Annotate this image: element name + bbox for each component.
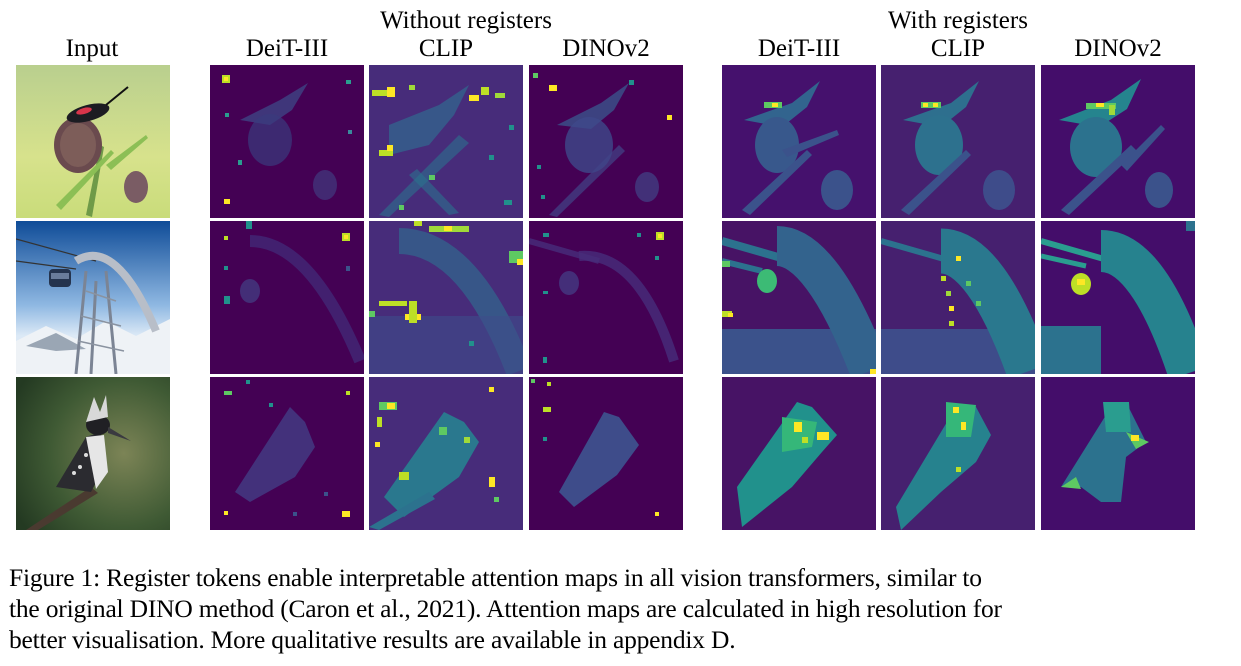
attention-map-with-deit3-cable-car [722, 221, 876, 374]
column-label-with-clip: CLIP [930, 35, 986, 62]
column-label-without-dinov2: DINOv2 [562, 35, 650, 62]
attention-map-without-dinov2-moth [529, 65, 683, 218]
column-label-with-dinov2: DINOv2 [1074, 35, 1162, 62]
attention-map-with-deit3-kingfisher [722, 377, 876, 530]
input-image-kingfisher [16, 377, 170, 530]
attention-map-without-deit3-moth [210, 65, 364, 218]
attention-map-without-dinov2-kingfisher [529, 377, 683, 530]
attention-map-with-clip-moth [881, 65, 1035, 218]
group-title-without-registers: Without registers [380, 7, 552, 34]
attention-map-without-deit3-kingfisher [210, 377, 364, 530]
attention-map-without-clip-cable-car [369, 221, 523, 374]
attention-map-with-dinov2-kingfisher [1041, 377, 1195, 530]
attention-map-without-clip-kingfisher [369, 377, 523, 530]
attention-map-without-deit3-cable-car [210, 221, 364, 374]
caption-line-2: the original DINO method (Caron et al., … [9, 594, 1002, 623]
attention-map-with-clip-kingfisher [881, 377, 1035, 530]
attention-map-without-clip-moth [369, 65, 523, 218]
attention-map-with-deit3-moth [722, 65, 876, 218]
column-label-input: Input [65, 35, 119, 62]
input-image-cable-car [16, 221, 170, 374]
column-label-without-deit3: DeiT-III [245, 35, 329, 62]
input-image-moth [16, 65, 170, 218]
group-title-with-registers: With registers [888, 7, 1028, 34]
column-label-with-deit3: DeiT-III [757, 35, 841, 62]
attention-map-with-dinov2-cable-car [1041, 221, 1195, 374]
figure-caption: Figure 1: Register tokens enable interpr… [9, 562, 1234, 655]
attention-map-without-dinov2-cable-car [529, 221, 683, 374]
column-label-without-clip: CLIP [418, 35, 474, 62]
caption-line-1: Figure 1: Register tokens enable interpr… [9, 563, 982, 592]
caption-line-3: better visualisation. More qualitative r… [9, 625, 736, 654]
attention-map-with-clip-cable-car [881, 221, 1035, 374]
attention-map-with-dinov2-moth [1041, 65, 1195, 218]
